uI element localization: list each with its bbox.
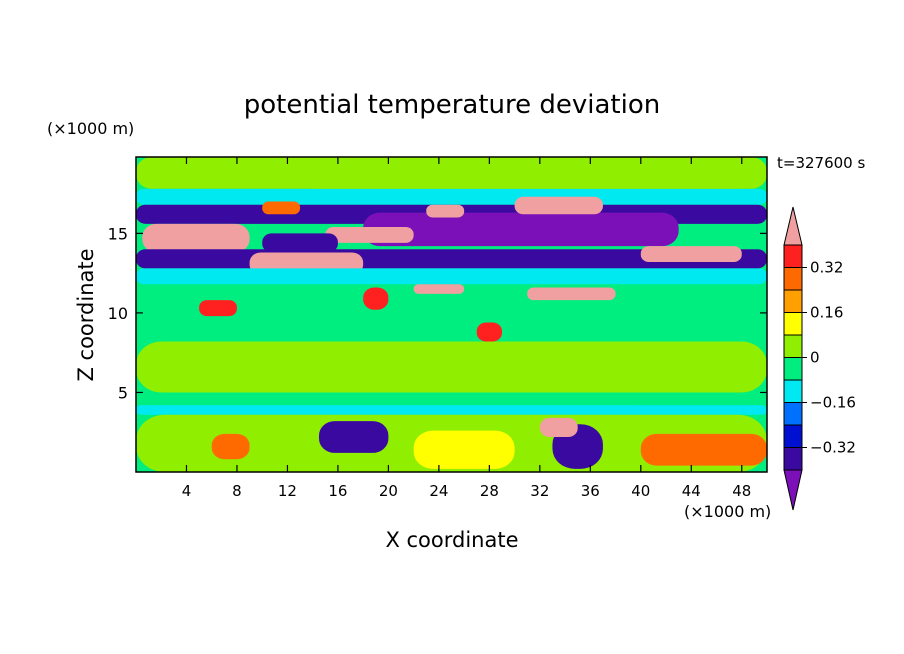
- x-tick-label: 40: [631, 482, 650, 500]
- contour-region: [142, 223, 250, 253]
- x-axis-label: X coordinate: [385, 528, 518, 552]
- x-tick-label: 32: [530, 482, 549, 500]
- chart-title: potential temperature deviation: [244, 90, 660, 120]
- colorbar-label: −0.16: [810, 394, 856, 412]
- y-tick-label: 5: [118, 383, 128, 402]
- colorbar-label: 0.32: [810, 259, 843, 277]
- contour-region: [363, 287, 389, 310]
- colorbar-swatch: [783, 289, 803, 313]
- contour-region: [413, 284, 465, 294]
- contour-region: [476, 322, 502, 342]
- y-tick-label: 15: [108, 224, 128, 243]
- colorbar-swatch: [783, 244, 803, 268]
- x-axis-ticks: 4 8 12 16 20 24 28 32 36 40 44 48: [182, 157, 751, 500]
- contour-region: [136, 268, 767, 285]
- contour-region: [199, 300, 237, 317]
- contour-region: [363, 212, 679, 247]
- contour-region: [262, 201, 301, 215]
- contour-region: [136, 405, 767, 415]
- colorbar-label: 0: [810, 349, 820, 367]
- colorbar-swatch: [783, 357, 803, 381]
- contour-region: [325, 227, 414, 243]
- x-tick-label: 8: [232, 482, 242, 500]
- x-tick-label: 48: [732, 482, 751, 500]
- contour-region: [640, 433, 767, 466]
- colorbar-swatch: [783, 379, 803, 403]
- colorbar-swatch: [783, 267, 803, 291]
- colorbar-swatch: [783, 334, 803, 358]
- x-tick-label: 28: [480, 482, 499, 500]
- colorbar-label: −0.32: [810, 439, 856, 457]
- colorbar-swatch: [783, 402, 803, 426]
- x-tick-label: 20: [379, 482, 398, 500]
- y-axis-label: Z coordinate: [74, 248, 98, 381]
- x-tick-label: 44: [682, 482, 701, 500]
- contour-region: [136, 188, 767, 205]
- colorbar-label: 0.16: [810, 304, 843, 322]
- y-tick-label: 10: [108, 304, 128, 323]
- contour-region: [318, 421, 389, 453]
- y-axis-ticks: 5 10 15: [108, 224, 767, 402]
- contour-region: [426, 204, 465, 218]
- colorbar-arrow-top: [783, 206, 803, 246]
- contour-region: [136, 341, 767, 393]
- colorbar-swatch: [783, 447, 803, 471]
- contour-region: [211, 433, 250, 460]
- x-tick-label: 16: [328, 482, 347, 500]
- x-tick-label: 36: [581, 482, 600, 500]
- contour-regions: [136, 157, 767, 472]
- contour-region: [640, 246, 742, 262]
- time-label: t=327600 s: [777, 154, 865, 172]
- colorbar-arrow-bottom: [783, 469, 803, 511]
- y-unit-label: (×1000 m): [47, 119, 134, 138]
- contour-region: [262, 233, 338, 253]
- contour-region: [527, 287, 616, 301]
- colorbar-swatch: [783, 424, 803, 448]
- x-tick-label: 24: [429, 482, 448, 500]
- colorbar: 0.32 0.16 0 −0.16 −0.32: [783, 206, 856, 511]
- colorbar-swatch: [783, 312, 803, 336]
- x-tick-label: 4: [182, 482, 192, 500]
- x-tick-label: 12: [278, 482, 297, 500]
- plot-frame: [135, 156, 768, 473]
- contour-region: [413, 430, 515, 469]
- x-unit-label: (×1000 m): [684, 502, 771, 521]
- contour-region: [539, 417, 578, 437]
- contour-region: [514, 196, 603, 215]
